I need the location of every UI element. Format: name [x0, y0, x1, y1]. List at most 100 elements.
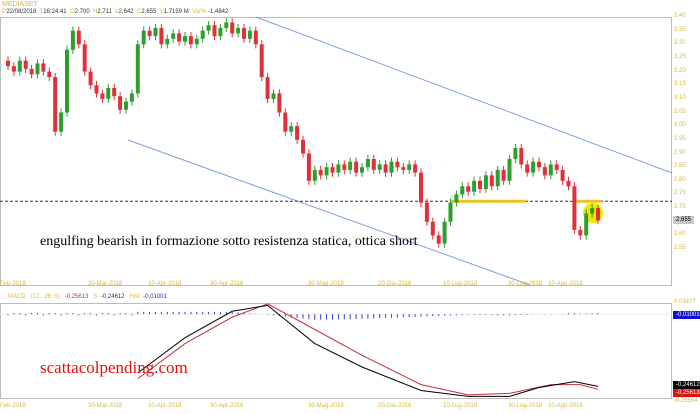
price-tick-label: 3.20 [674, 67, 686, 74]
price-tick-label: 3.35 [674, 26, 686, 33]
candle-body [41, 63, 46, 72]
ohlc-header: D22/08/2018 T16:24:41 O2,700 H2,711 L2,6… [2, 9, 228, 15]
candle-body [112, 87, 117, 97]
date-tick-label: 10-Ago-2018 [548, 403, 583, 409]
candle-body [65, 49, 69, 113]
price-tick-label: 2.55 [674, 245, 686, 252]
price-tick-label: 3.40 [674, 13, 686, 19]
signal-label: S [93, 294, 98, 300]
open-label: O [69, 9, 75, 15]
candle-body [106, 87, 111, 99]
candle-body [507, 158, 512, 181]
date-tick-label: 10-Apr-2018 [148, 403, 182, 409]
candle-body [206, 25, 211, 31]
last-price-tag: 2,655 [673, 216, 695, 224]
macd-panel-frame [0, 303, 672, 399]
candle-body [212, 25, 217, 37]
candle-body [531, 161, 536, 173]
price-tick-label: 3.00 [674, 122, 686, 129]
candle-body [554, 164, 559, 170]
candle-body [483, 175, 488, 189]
candle-body [590, 208, 595, 214]
candle-body [442, 221, 447, 244]
price-panel-frame [0, 17, 672, 286]
candle-body [460, 186, 465, 195]
macd-name: MACD [8, 294, 26, 300]
candle-body [472, 180, 477, 192]
date-tick-label: 20-Mar-2018 [88, 403, 123, 409]
date-tick-label: 30-Mag-2018 [308, 403, 344, 409]
date-tick-label: 10-Lug-2018 [443, 281, 478, 287]
candle-body [519, 148, 524, 165]
macd-axis-bottom: -0.28564 [674, 398, 698, 404]
candle-body [407, 164, 412, 170]
candle-body [371, 158, 376, 170]
date-tick-label: Feb-2018 [0, 403, 26, 409]
volume-label: V [159, 9, 164, 15]
date-tick-label: 20-Mar-2018 [88, 281, 123, 287]
candle-body [395, 161, 400, 168]
candle-body [489, 175, 494, 187]
macd-value: -0,25613 [64, 294, 89, 300]
high-label: H [93, 9, 98, 15]
candle-body [230, 22, 235, 34]
var-label: Var% [192, 9, 207, 15]
signal-value: -0,24612 [100, 294, 125, 300]
open-value: 2,700 [74, 9, 90, 15]
candle-body [100, 93, 105, 99]
candle-body [525, 164, 530, 173]
time-value: 16:24:41 [43, 9, 67, 15]
date-tick-label: 30-Apr-2018 [210, 403, 244, 409]
candle-body [301, 139, 305, 154]
candle-body [389, 161, 394, 173]
date-tick-label: 10-Apr-2018 [148, 281, 182, 287]
candle-body [513, 148, 518, 159]
resistance-zone-marker [450, 199, 526, 203]
candle-body [365, 158, 370, 168]
candle-body [53, 77, 58, 132]
candle-body [242, 27, 246, 39]
candle-body [501, 169, 506, 181]
low-label: L [115, 9, 119, 15]
candle-body [572, 186, 577, 230]
candle-body [47, 71, 52, 78]
candle-body [247, 30, 252, 39]
date-label: D [2, 9, 7, 15]
candle-body [283, 112, 288, 132]
var-value: -1,4842 [207, 9, 229, 15]
candle-body [165, 38, 170, 45]
candle-body [424, 202, 429, 222]
date-tick-label: 10-Lug-2018 [443, 403, 478, 409]
candle-body [360, 167, 364, 173]
candle-body [306, 153, 311, 181]
annotation-text: engulfing bearish in formazione sotto re… [40, 234, 418, 249]
hist-value: -0,01001 [143, 294, 167, 300]
candle-body [118, 96, 123, 110]
date-tick-label: Feb-2018 [0, 281, 26, 287]
candle-body [200, 30, 205, 39]
date-tick-label: 20-Giu-2018 [378, 403, 412, 409]
candle-body [584, 213, 589, 236]
candle-body [578, 229, 583, 236]
date-tick-label: 30-Mag-2018 [308, 281, 344, 287]
candle-body [448, 202, 453, 222]
close-value: 2,655 [141, 9, 157, 15]
candle-body [401, 167, 406, 170]
candle-body [94, 85, 99, 94]
candle-body [177, 33, 182, 42]
candle-body [419, 172, 423, 203]
candle-body [218, 27, 223, 37]
close-label: C [136, 9, 142, 15]
candle-body [11, 66, 16, 72]
candle-body [354, 161, 359, 173]
candle-body [236, 27, 241, 34]
candle-body [183, 36, 187, 42]
date-value: 22/08/2018 [6, 9, 37, 15]
upper-channel-line [255, 16, 673, 174]
candle-body [548, 164, 553, 176]
candle-body [82, 44, 87, 72]
resistance-zone-marker [576, 199, 602, 203]
low-value: 2,642 [118, 9, 134, 15]
